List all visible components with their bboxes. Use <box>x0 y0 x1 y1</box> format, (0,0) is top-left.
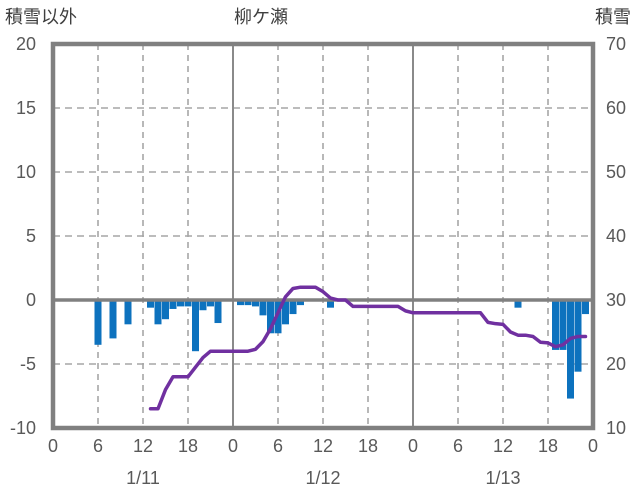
left-axis-title: 積雪以外 <box>5 7 77 27</box>
bar <box>94 300 102 345</box>
bar <box>154 300 162 325</box>
bar <box>124 300 132 325</box>
bar <box>147 300 154 308</box>
bar <box>582 300 589 315</box>
day-label: 1/11 <box>126 468 160 488</box>
bar <box>237 300 244 306</box>
bar <box>267 300 274 334</box>
y-left-tick-label: 5 <box>26 226 36 246</box>
bar <box>214 300 222 324</box>
bar <box>192 300 199 352</box>
bar <box>282 300 289 325</box>
y-left-tick-label: 0 <box>26 290 36 310</box>
x-tick-label: 6 <box>453 436 463 456</box>
bar <box>177 300 184 307</box>
x-tick-label: 6 <box>93 436 103 456</box>
x-tick-label: 0 <box>48 436 58 456</box>
y-left-tick-label: -10 <box>10 418 36 438</box>
bar <box>244 300 252 306</box>
bar <box>559 300 567 350</box>
bar <box>199 300 207 311</box>
bar <box>252 300 259 307</box>
y-right-tick-label: 30 <box>606 290 626 310</box>
snow-depth-line <box>148 285 588 411</box>
bar <box>184 300 192 307</box>
bar <box>514 300 522 308</box>
chart-title: 柳ケ瀬 <box>234 7 288 27</box>
y-right-tick-label: 40 <box>606 226 626 246</box>
x-tick-label: 12 <box>133 436 153 456</box>
x-tick-label: 0 <box>408 436 418 456</box>
x-tick-label: 0 <box>228 436 238 456</box>
day-label: 1/13 <box>485 468 520 488</box>
x-tick-label: 12 <box>493 436 513 456</box>
bar <box>567 300 574 399</box>
bar <box>207 300 214 307</box>
bar <box>162 300 169 320</box>
x-tick-label: 0 <box>588 436 598 456</box>
y-right-tick-label: 50 <box>606 162 626 182</box>
y-right-tick-label: 20 <box>606 354 626 374</box>
x-tick-label: 6 <box>273 436 283 456</box>
y-left-tick-label: 10 <box>16 162 36 182</box>
x-tick-label: 18 <box>538 436 558 456</box>
day-label: 1/12 <box>305 468 340 488</box>
bar <box>259 300 267 316</box>
x-tick-label: 18 <box>178 436 198 456</box>
y-right-tick-label: 70 <box>606 34 626 54</box>
bar <box>327 300 334 308</box>
y-left-tick-label: -5 <box>20 354 36 374</box>
y-left-tick-label: 20 <box>16 34 36 54</box>
y-left-tick-label: 15 <box>16 98 36 118</box>
x-tick-label: 12 <box>313 436 333 456</box>
right-axis-title: 積雪 <box>595 7 631 27</box>
bar <box>297 300 304 306</box>
y-right-tick-label: 60 <box>606 98 626 118</box>
y-right-tick-label: 10 <box>606 418 626 438</box>
bar <box>109 300 117 339</box>
x-tick-label: 18 <box>358 436 378 456</box>
bar <box>289 300 297 315</box>
plot-frame <box>50 41 596 431</box>
bar <box>169 300 177 309</box>
bar <box>552 300 559 350</box>
